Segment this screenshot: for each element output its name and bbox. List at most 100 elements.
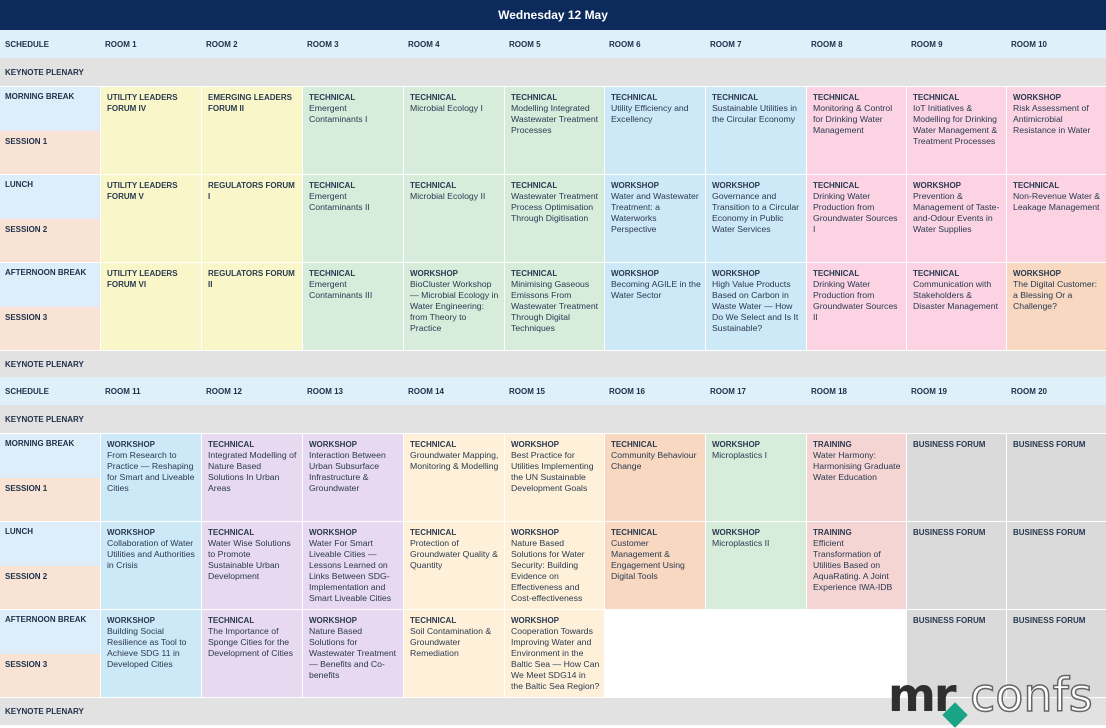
session-cell[interactable]: TECHNICAL Drinking Water Production from … [807,263,906,350]
logo-confs-text: confs [969,667,1093,723]
session-cell[interactable]: TECHNICAL Soil Contamination & Groundwate… [404,610,504,697]
session-cell[interactable]: TECHNICAL Water Wise Solutions to Promote… [202,522,302,609]
session-cell[interactable]: WORKSHOP Collaboration of Water Utilities… [101,522,201,609]
session-cell[interactable]: UTILITY LEADERS FORUM V [101,175,201,262]
time-slot-label: AFTERNOON BREAK [0,263,100,307]
session-type: WORKSHOP [410,269,458,278]
session-title: Emergent Contaminants I [309,103,368,124]
session-type: UTILITY LEADERS FORUM IV [107,93,178,113]
session-cell[interactable]: TECHNICAL Wastewater Treatment Process Op… [505,175,604,262]
session-cell[interactable]: WORKSHOP Becoming AGILE in the Water Sect… [605,263,705,350]
session-cell[interactable]: BUSINESS FORUM [1007,434,1106,521]
session-title: Non-Revenue Water & Leakage Management [1013,191,1101,212]
session-cell[interactable]: BUSINESS FORUM [1007,610,1106,697]
session-type: TECHNICAL [511,93,558,102]
session-cell[interactable]: WORKSHOP The Digital Customer: a Blessing… [1007,263,1106,350]
room-header: ROOM 8 [811,39,843,49]
session-cell[interactable]: WORKSHOP Microplastics II [706,522,806,609]
session-cell[interactable]: UTILITY LEADERS FORUM VI [101,263,201,350]
session-type: TECHNICAL [208,440,255,449]
session-cell[interactable]: TECHNICAL Utility Efficiency and Excellen… [605,87,705,174]
session-cell[interactable]: TECHNICAL Emergent Contaminants I [303,87,403,174]
session-cell[interactable]: TECHNICAL Minimising Gaseous Emissons Fro… [505,263,604,350]
session-cell[interactable]: WORKSHOP From Research to Practice — Resh… [101,434,201,521]
session-cell[interactable]: BUSINESS FORUM [907,522,1006,609]
session-cell[interactable]: REGULATORS FORUM II [202,263,302,350]
session-type: TECHNICAL [611,528,658,537]
session-title: Becoming AGILE in the Water Sector [611,279,701,300]
room-header: ROOM 6 [609,39,641,49]
session-cell[interactable]: TECHNICAL Community Behaviour Change [605,434,705,521]
session-title: Water Harmony: Harmonising Graduate Wate… [813,450,901,482]
session-cell[interactable]: WORKSHOP Water For Smart Liveable Cities … [303,522,403,609]
session-type: TECHNICAL [611,440,658,449]
session-type: TECHNICAL [712,93,759,102]
session-title: Monitoring & Control for Drinking Water … [813,103,893,135]
session-cell[interactable]: TECHNICAL Monitoring & Control for Drinki… [807,87,906,174]
session-cell[interactable]: TRAINING Efficient Transformation of Util… [807,522,906,609]
session-cell[interactable]: WORKSHOP Microplastics I [706,434,806,521]
session-cell[interactable]: TECHNICAL Sustainable Utilities in the Ci… [706,87,806,174]
room-header: ROOM 5 [509,39,541,49]
session-cell[interactable]: TECHNICAL Drinking Water Production from … [807,175,906,262]
session-cell[interactable]: REGULATORS FORUM I [202,175,302,262]
session-cell[interactable]: UTILITY LEADERS FORUM IV [101,87,201,174]
session-cell[interactable]: WORKSHOP Best Practice for Utilities Impl… [505,434,604,521]
session-title: IoT Initiatives & Modelling for Drinking… [913,103,998,146]
time-slot-label: AFTERNOON BREAK [0,610,100,654]
session-cell[interactable]: WORKSHOP Interaction Between Urban Subsur… [303,434,403,521]
session-cell[interactable]: WORKSHOP Governance and Transition to a C… [706,175,806,262]
session-cell[interactable]: WORKSHOP Water and Wastewater Treatment: … [605,175,705,262]
session-title: Water Wise Solutions to Promote Sustaina… [208,538,291,581]
session-cell[interactable]: TECHNICAL Groundwater Mapping, Monitoring… [404,434,504,521]
session-cell[interactable]: WORKSHOP Nature Based Solutions for Waste… [303,610,403,697]
session-type: TECHNICAL [913,269,960,278]
session-cell[interactable]: TECHNICAL Emergent Contaminants III [303,263,403,350]
session-title: Nature Based Solutions for Water Securit… [511,538,585,603]
session-cell[interactable]: TECHNICAL Modelling Integrated Wastewater… [505,87,604,174]
session-cell[interactable]: WORKSHOP Prevention & Management of Taste… [907,175,1006,262]
session-cell[interactable]: TECHNICAL Non-Revenue Water & Leakage Man… [1007,175,1106,262]
session-title: Groundwater Mapping, Monitoring & Modell… [410,450,499,471]
session-cell[interactable]: TECHNICAL IoT Initiatives & Modelling for… [907,87,1006,174]
session-cell[interactable]: TECHNICAL Microbial Ecology I [404,87,504,174]
schedule-header-row: SCHEDULE ROOM 1 ROOM 2 ROOM 3 ROOM 4 ROOM 5 RO… [0,30,1106,58]
session-type: WORKSHOP [712,528,760,537]
session-cell[interactable]: WORKSHOP Risk Assessment of Antimicrobial… [1007,87,1106,174]
session-type: TECHNICAL [309,181,356,190]
room-header: ROOM 20 [1011,386,1048,396]
session-cell[interactable]: WORKSHOP Cooperation Towards Improving Wa… [505,610,604,697]
keynote-plenary-row: KEYNOTE PLENARY [0,351,1106,378]
room-header: ROOM 13 [307,386,344,396]
session-cell[interactable]: WORKSHOP Building Social Resilience as To… [101,610,201,697]
session-cell[interactable]: BUSINESS FORUM [907,610,1006,697]
session-type: TECHNICAL [913,93,960,102]
session-cell[interactable]: TECHNICAL Microbial Ecology II [404,175,504,262]
session-cell[interactable]: EMERGING LEADERS FORUM II [202,87,302,174]
session-type: WORKSHOP [511,440,559,449]
session-cell[interactable]: TECHNICAL The Importance of Sponge Cities… [202,610,302,697]
session-cell[interactable]: WORKSHOP BioCluster Workshop — Microbial … [404,263,504,350]
session-title: Drinking Water Production from Groundwat… [813,191,898,234]
page-title: Wednesday 12 May [0,0,1106,30]
session-title: Nature Based Solutions for Wastewater Tr… [309,626,397,680]
room-header: ROOM 11 [105,386,141,396]
session-cell[interactable]: BUSINESS FORUM [907,434,1006,521]
session-title: Wastewater Treatment Process Optimisatio… [511,191,599,223]
session-cell[interactable]: TECHNICAL Protection of Groundwater Quali… [404,522,504,609]
session-cell[interactable]: TRAINING Water Harmony: Harmonising Gradu… [807,434,906,521]
session-cell[interactable]: TECHNICAL Integrated Modelling of Nature … [202,434,302,521]
session-type: WORKSHOP [913,181,961,190]
session-title: Utility Efficiency and Excellency [611,103,689,124]
session-cell[interactable]: TECHNICAL Emergent Contaminants II [303,175,403,262]
session-title: Sustainable Utilities in the Circular Ec… [712,103,797,124]
session-type: BUSINESS FORUM [913,440,986,449]
session-cell[interactable]: TECHNICAL Customer Management & Engagemen… [605,522,705,609]
session-cell[interactable]: TECHNICAL Communication with Stakeholders… [907,263,1006,350]
session-cell[interactable]: WORKSHOP High Value Products Based on Car… [706,263,806,350]
session-cell[interactable]: BUSINESS FORUM [1007,522,1106,609]
session-type: EMERGING LEADERS FORUM II [208,93,293,113]
room-header: ROOM 17 [710,386,747,396]
session-title: Protection of Groundwater Quality & Quan… [410,538,498,570]
session-cell[interactable]: WORKSHOP Nature Based Solutions for Water… [505,522,604,609]
